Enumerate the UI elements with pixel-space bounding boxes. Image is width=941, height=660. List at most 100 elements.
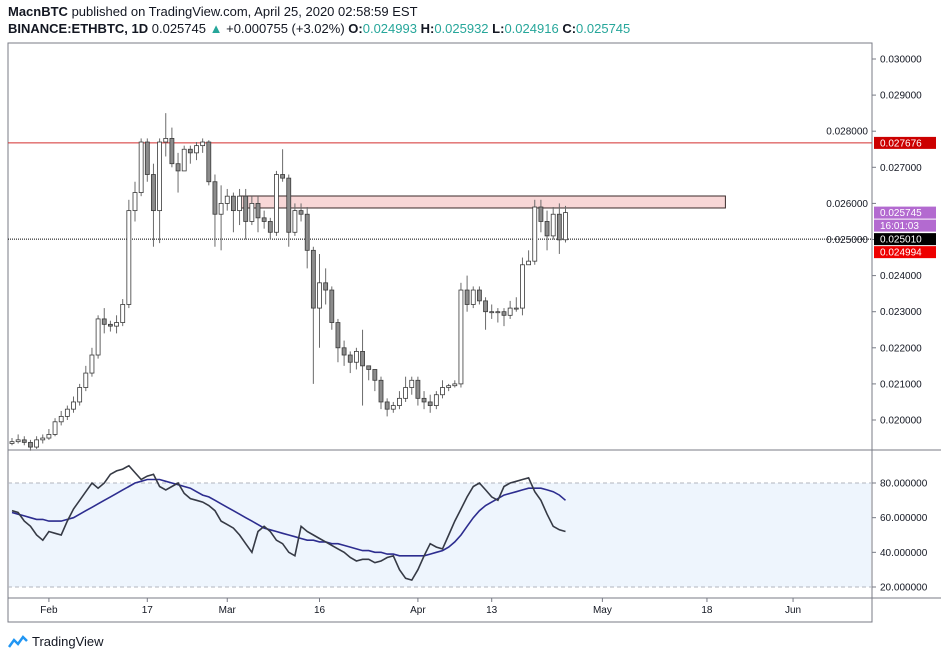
- candle[interactable]: [237, 195, 242, 212]
- tradingview-logo[interactable]: TradingView: [8, 634, 104, 649]
- candle[interactable]: [390, 405, 396, 410]
- candle[interactable]: [341, 347, 347, 356]
- candle[interactable]: [323, 282, 329, 291]
- candle[interactable]: [347, 354, 353, 363]
- candle[interactable]: [421, 397, 427, 403]
- candle[interactable]: [378, 379, 384, 403]
- candle[interactable]: [470, 289, 476, 305]
- publisher-name[interactable]: MacnBTC: [8, 4, 68, 19]
- candle[interactable]: [21, 439, 27, 443]
- candle[interactable]: [483, 300, 488, 313]
- candle[interactable]: [261, 217, 267, 222]
- candle[interactable]: [126, 210, 132, 305]
- candle[interactable]: [353, 351, 359, 363]
- candle[interactable]: [476, 289, 482, 302]
- candle[interactable]: [71, 401, 76, 410]
- candle[interactable]: [427, 401, 433, 406]
- candle[interactable]: [526, 260, 531, 266]
- candle[interactable]: [144, 141, 150, 175]
- candle[interactable]: [329, 289, 335, 323]
- candle[interactable]: [83, 372, 89, 388]
- time-tick-label: Jun: [785, 605, 801, 616]
- candle[interactable]: [40, 437, 46, 441]
- candle[interactable]: [544, 221, 550, 237]
- candle[interactable]: [138, 141, 144, 193]
- candle[interactable]: [550, 213, 556, 237]
- candle[interactable]: [224, 195, 230, 204]
- candle[interactable]: [501, 311, 507, 316]
- candle[interactable]: [415, 379, 421, 399]
- candle[interactable]: [132, 192, 138, 212]
- candle[interactable]: [403, 387, 409, 399]
- candle[interactable]: [310, 249, 316, 309]
- candle[interactable]: [249, 202, 255, 222]
- candle[interactable]: [52, 421, 58, 435]
- time-tick-label: 16: [314, 605, 326, 616]
- candle[interactable]: [101, 318, 107, 325]
- candle[interactable]: [9, 441, 15, 444]
- resistance-zone[interactable]: [239, 195, 726, 209]
- candle[interactable]: [409, 379, 415, 388]
- candle[interactable]: [317, 282, 322, 309]
- candle[interactable]: [513, 307, 519, 310]
- price-tick-label: 0.023000: [880, 307, 922, 318]
- candle[interactable]: [532, 206, 538, 262]
- rsi-tick-label: 40.000000: [880, 548, 928, 559]
- candle[interactable]: [64, 408, 70, 417]
- candle[interactable]: [95, 318, 101, 356]
- candle[interactable]: [169, 138, 175, 165]
- candle[interactable]: [89, 354, 95, 374]
- candle[interactable]: [230, 195, 236, 212]
- candle[interactable]: [77, 387, 83, 403]
- candle[interactable]: [563, 212, 568, 241]
- candle[interactable]: [194, 145, 199, 154]
- candle[interactable]: [267, 221, 273, 233]
- candle[interactable]: [120, 304, 126, 323]
- candle[interactable]: [452, 383, 458, 387]
- candle[interactable]: [464, 289, 470, 305]
- candle[interactable]: [397, 397, 402, 406]
- candle[interactable]: [200, 141, 206, 147]
- candle[interactable]: [243, 195, 249, 222]
- candle[interactable]: [489, 311, 495, 314]
- candle[interactable]: [163, 138, 169, 143]
- candle[interactable]: [181, 148, 187, 172]
- candle[interactable]: [28, 441, 33, 448]
- candle[interactable]: [538, 206, 544, 222]
- candle[interactable]: [372, 369, 378, 381]
- candle[interactable]: [360, 351, 365, 367]
- published-text: published on TradingView.com, April 25, …: [71, 4, 418, 19]
- candle[interactable]: [335, 322, 341, 349]
- candle[interactable]: [206, 141, 212, 183]
- candle[interactable]: [157, 141, 163, 212]
- candle[interactable]: [280, 174, 286, 179]
- candle[interactable]: [218, 202, 224, 215]
- candle[interactable]: [384, 401, 390, 410]
- candle[interactable]: [175, 163, 181, 172]
- candle[interactable]: [304, 213, 310, 251]
- candle[interactable]: [274, 174, 279, 233]
- candle[interactable]: [34, 439, 39, 448]
- candle[interactable]: [58, 415, 64, 423]
- candle[interactable]: [187, 148, 193, 154]
- candle[interactable]: [46, 434, 52, 439]
- candle[interactable]: [255, 202, 261, 219]
- candle[interactable]: [440, 387, 445, 396]
- candle[interactable]: [108, 323, 113, 327]
- candle[interactable]: [286, 177, 292, 233]
- candle[interactable]: [433, 394, 439, 406]
- candle[interactable]: [151, 174, 156, 212]
- candle[interactable]: [292, 210, 298, 233]
- candle[interactable]: [114, 322, 119, 327]
- candle[interactable]: [507, 307, 513, 316]
- candle[interactable]: [556, 213, 562, 241]
- candle[interactable]: [298, 210, 304, 215]
- candle[interactable]: [520, 264, 525, 309]
- candle[interactable]: [458, 289, 464, 385]
- candle[interactable]: [495, 311, 501, 314]
- candle[interactable]: [212, 181, 218, 215]
- candle[interactable]: [446, 385, 452, 388]
- candle[interactable]: [366, 365, 372, 370]
- candle[interactable]: [15, 439, 21, 443]
